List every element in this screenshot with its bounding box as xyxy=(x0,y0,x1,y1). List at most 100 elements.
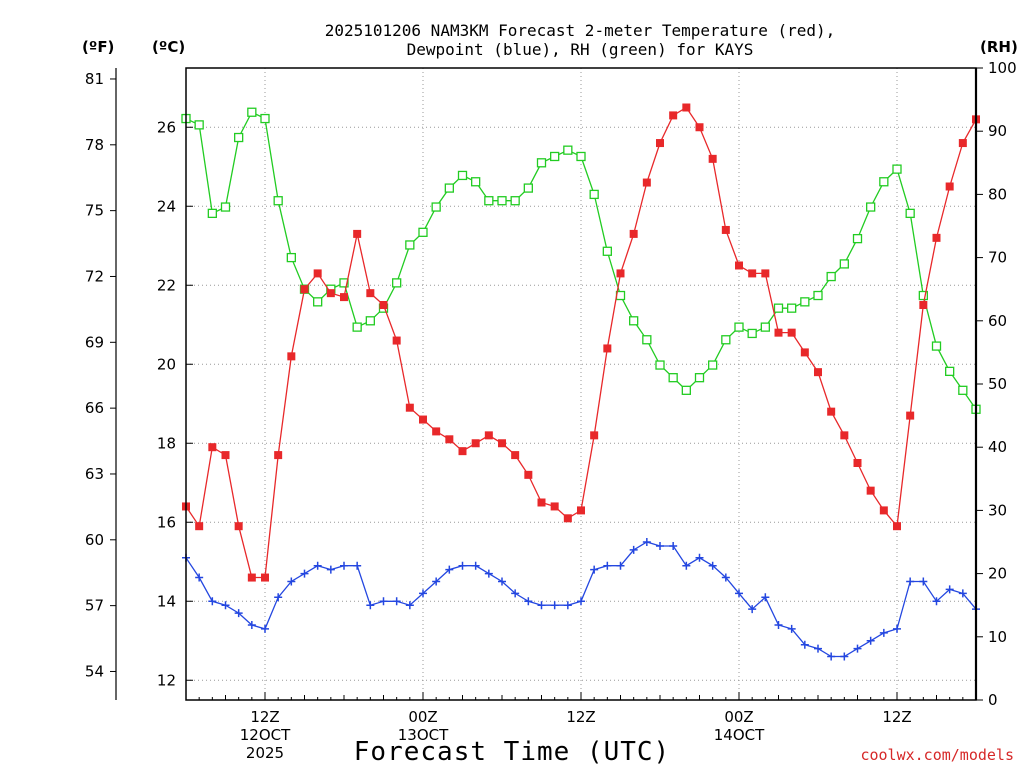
dewpoint-point xyxy=(695,553,704,562)
rh-point xyxy=(484,196,494,206)
rh-point xyxy=(563,145,573,155)
dewpoint-point xyxy=(919,577,928,586)
temperature-point xyxy=(458,447,467,456)
fahrenheit-tick-label: 72 xyxy=(85,267,104,285)
rh-point xyxy=(194,120,204,130)
celsius-tick-label: 18 xyxy=(157,434,176,452)
fahrenheit-tick-label: 78 xyxy=(85,136,104,154)
dewpoint-point xyxy=(471,561,480,570)
dewpoint-point xyxy=(800,640,809,649)
rh-tick-label: 90 xyxy=(988,122,1007,140)
rh-point xyxy=(405,240,415,250)
dewpoint-point xyxy=(814,644,822,653)
celsius-tick-label: 22 xyxy=(157,276,176,294)
rh-point xyxy=(747,328,757,339)
rh-unit-label: (RH) xyxy=(980,38,1018,56)
dewpoint-point xyxy=(366,601,375,610)
rh-point xyxy=(431,202,441,212)
dewpoint-point xyxy=(866,636,875,645)
dewpoint-point xyxy=(379,597,388,606)
temperature-point xyxy=(919,301,928,309)
dewpoint-point xyxy=(234,609,243,618)
dewpoint-point xyxy=(906,577,915,586)
temperature-point xyxy=(274,451,283,460)
rh-tick-label: 80 xyxy=(988,185,1007,203)
rh-point xyxy=(839,259,849,269)
dewpoint-point xyxy=(577,597,585,606)
dewpoint-point xyxy=(958,589,967,598)
temperature-point xyxy=(682,103,691,112)
dewpoint-point xyxy=(840,652,849,661)
celsius-tick-label: 16 xyxy=(157,513,176,531)
rh-point xyxy=(905,208,915,219)
rh-point xyxy=(247,107,257,117)
temperature-point xyxy=(879,506,888,515)
fahrenheit-tick-label: 69 xyxy=(85,333,104,351)
rh-point xyxy=(207,208,217,219)
rh-point xyxy=(773,303,784,313)
x-axis-label: Forecast Time (UTC) xyxy=(354,737,670,767)
dewpoint-point xyxy=(590,565,599,574)
rh-point xyxy=(945,366,955,377)
rh-tick-label: 50 xyxy=(988,375,1007,393)
dewpoint-point xyxy=(274,593,283,602)
rh-point xyxy=(471,177,481,187)
temperature-point xyxy=(669,111,678,120)
fahrenheit-axis: 81 78 75 72 69 66 63 60 57 54 xyxy=(85,70,116,680)
fahrenheit-tick-label: 54 xyxy=(85,662,104,680)
rh-point xyxy=(418,227,428,237)
temperature-point xyxy=(577,506,585,515)
temperature-point xyxy=(366,289,375,298)
dewpoint-point xyxy=(827,652,836,661)
dewpoint-point xyxy=(853,644,862,653)
rh-tick-label: 40 xyxy=(988,438,1007,456)
rh-point xyxy=(918,290,928,301)
rh-tick-label: 10 xyxy=(988,628,1007,646)
temperature-point xyxy=(629,229,638,238)
rh-tick-label: 0 xyxy=(988,691,998,709)
fahrenheit-unit-label: (ºF) xyxy=(82,38,114,56)
dewpoint-point xyxy=(774,620,783,629)
rh-point xyxy=(866,202,876,212)
temperature-point xyxy=(603,344,612,353)
temperature-point xyxy=(708,154,717,163)
time-tick-date: 13OCT xyxy=(398,726,449,744)
temperature-point xyxy=(445,435,454,444)
rh-point xyxy=(536,158,547,168)
temperature-point xyxy=(287,352,296,361)
dewpoint-point xyxy=(313,561,322,570)
chart-title-line1: 2025101206 NAM3KM Forecast 2-meter Tempe… xyxy=(325,21,836,40)
temperature-point xyxy=(827,407,836,416)
time-tick-label: 12Z xyxy=(566,708,595,726)
rh-point xyxy=(931,341,942,351)
chart-title-line2: Dewpoint (blue), RH (green) for KAYS xyxy=(407,40,754,59)
temperature-point xyxy=(906,411,915,420)
grid-lines xyxy=(186,68,976,700)
rh-tick-label: 20 xyxy=(988,565,1007,583)
dewpoint-point xyxy=(221,601,230,610)
temperature-point xyxy=(524,470,533,479)
rh-point xyxy=(800,297,810,307)
dewpoint-point xyxy=(603,561,612,570)
temperature-point xyxy=(787,328,796,337)
rh-series xyxy=(181,107,981,414)
fahrenheit-tick-label: 75 xyxy=(85,202,104,220)
temperature-point xyxy=(484,431,493,440)
rh-tick-label: 100 xyxy=(988,59,1017,77)
temperature-point xyxy=(392,336,401,345)
temperature-point xyxy=(774,328,783,337)
rh-point xyxy=(550,151,560,162)
temperature-point xyxy=(800,348,809,357)
dewpoint-point xyxy=(721,573,730,582)
dewpoint-point xyxy=(445,565,454,574)
dewpoint-point xyxy=(537,601,546,610)
temperature-series xyxy=(182,103,980,582)
temperature-point xyxy=(958,139,967,148)
dewpoint-point xyxy=(629,545,638,554)
rh-point xyxy=(392,278,402,288)
dewpoint-point xyxy=(735,589,743,598)
rh-point xyxy=(286,252,296,263)
temperature-point xyxy=(340,293,348,302)
